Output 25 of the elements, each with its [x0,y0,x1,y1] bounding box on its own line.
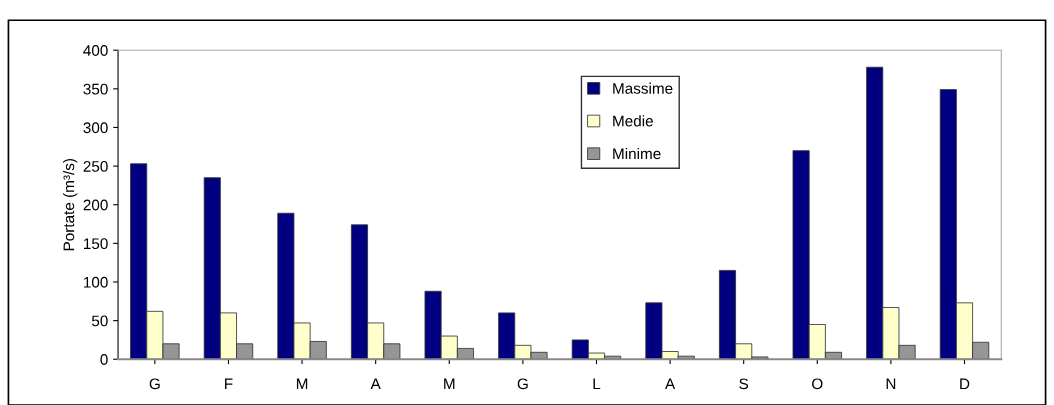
y-axis-title: Portate (m³/s) [63,158,78,251]
x-tick-label: G [517,378,528,390]
x-tick-label: L [593,378,601,390]
x-tick-label: O [812,378,823,390]
y-tick-label: 0 [100,354,108,365]
x-tick-label: S [739,378,749,390]
x-tick-label: N [886,378,896,390]
legend-label: Massime [613,82,673,94]
x-tick-label: M [296,378,308,390]
x-tick-label: M [444,378,455,390]
x-tick-label: F [225,378,233,390]
x-tick-label: A [665,378,676,390]
y-tick-label: 400 [83,45,108,56]
x-tick-label: G [149,378,160,390]
y-tick-label: 250 [83,160,108,172]
x-tick-label: A [370,378,381,390]
y-tick-label: 50 [91,315,108,327]
y-tick-label: 300 [83,122,108,134]
legend-label: Medie [613,115,653,127]
y-tick-label: 350 [83,83,108,95]
legend-label: Minime [613,147,661,160]
y-tick-label: 200 [83,199,108,211]
x-tick-label: D [960,378,970,390]
y-tick-label: 150 [84,238,108,250]
y-tick-label: 100 [84,276,108,288]
